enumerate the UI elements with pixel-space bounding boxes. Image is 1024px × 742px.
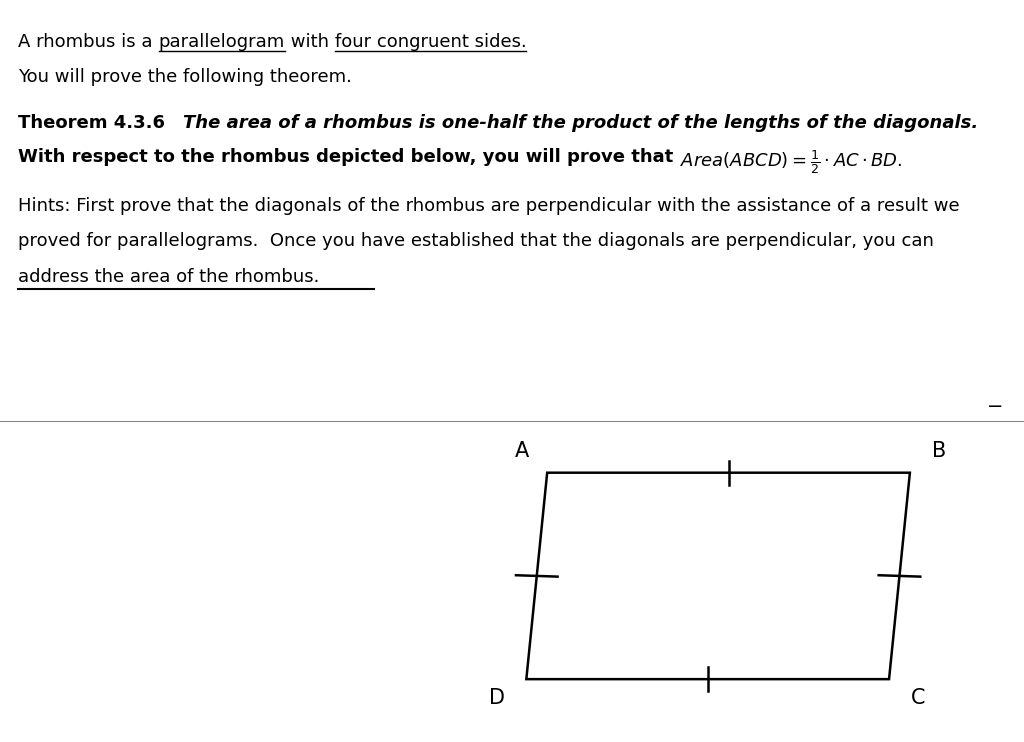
Text: With respect to the rhombus depicted below, you will prove that: With respect to the rhombus depicted bel… [18, 148, 680, 166]
Text: Theorem 4.3.6: Theorem 4.3.6 [18, 114, 166, 131]
Text: Hints: First prove that the diagonals of the rhombus are perpendicular with the : Hints: First prove that the diagonals of… [18, 197, 961, 214]
Text: The area of a rhombus is one-half the product of the lengths of the diagonals.: The area of a rhombus is one-half the pr… [182, 114, 978, 131]
Text: D: D [489, 689, 505, 709]
Text: You will prove the following theorem.: You will prove the following theorem. [18, 68, 352, 86]
Text: A: A [515, 441, 529, 461]
Text: with: with [285, 33, 335, 50]
Text: proved for parallelograms.  Once you have established that the diagonals are per: proved for parallelograms. Once you have… [18, 232, 934, 250]
Text: parallelogram: parallelogram [159, 33, 285, 50]
Text: A rhombus is a: A rhombus is a [18, 33, 159, 50]
Text: $\mathit{Area}(\mathit{ABCD}) = \frac{1}{2} \cdot \mathit{AC} \cdot \mathit{BD}.: $\mathit{Area}(\mathit{ABCD}) = \frac{1}… [680, 148, 902, 177]
Text: −: − [987, 397, 1004, 416]
Text: four congruent sides.: four congruent sides. [335, 33, 526, 50]
Text: C: C [911, 689, 926, 709]
Text: B: B [932, 441, 946, 461]
Text: address the area of the rhombus.: address the area of the rhombus. [18, 268, 319, 286]
